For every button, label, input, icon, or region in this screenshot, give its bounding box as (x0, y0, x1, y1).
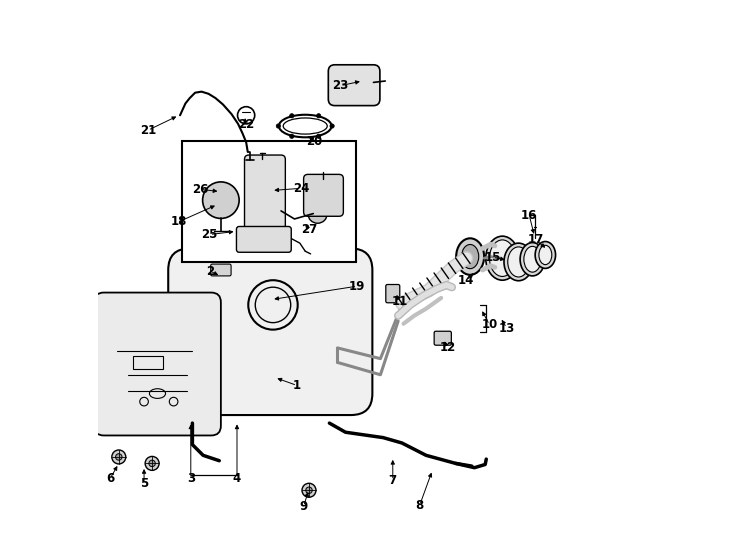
Ellipse shape (539, 245, 552, 265)
Ellipse shape (456, 238, 484, 275)
Text: 19: 19 (349, 280, 366, 293)
Circle shape (302, 483, 316, 497)
FancyBboxPatch shape (211, 264, 231, 276)
Text: 11: 11 (392, 295, 408, 308)
Circle shape (290, 134, 294, 138)
Text: 15: 15 (484, 251, 501, 264)
Circle shape (316, 134, 321, 138)
Text: 5: 5 (140, 477, 148, 490)
Text: 14: 14 (458, 274, 474, 287)
Text: 6: 6 (106, 472, 115, 485)
Ellipse shape (535, 241, 556, 268)
Circle shape (330, 124, 334, 128)
Text: 8: 8 (415, 499, 424, 512)
Circle shape (290, 113, 294, 118)
Circle shape (145, 456, 159, 470)
Text: 1: 1 (293, 379, 301, 392)
Bar (134, 356, 163, 369)
Text: 17: 17 (528, 233, 544, 246)
Ellipse shape (508, 247, 529, 277)
Circle shape (112, 450, 126, 464)
Text: 12: 12 (440, 341, 456, 354)
Text: 3: 3 (186, 472, 195, 485)
Circle shape (203, 182, 239, 218)
Text: 23: 23 (332, 79, 348, 92)
Ellipse shape (462, 245, 479, 269)
FancyBboxPatch shape (168, 248, 372, 415)
Text: 10: 10 (482, 318, 498, 332)
FancyBboxPatch shape (386, 285, 400, 303)
Ellipse shape (490, 240, 515, 276)
Text: 22: 22 (238, 118, 254, 131)
Ellipse shape (486, 236, 519, 280)
Ellipse shape (504, 243, 533, 281)
Bar (181, 141, 356, 262)
Text: 2: 2 (206, 265, 214, 278)
Circle shape (115, 454, 122, 460)
Circle shape (238, 107, 255, 124)
Text: 21: 21 (139, 124, 156, 137)
FancyBboxPatch shape (434, 331, 451, 345)
Text: 26: 26 (192, 183, 208, 196)
Text: 13: 13 (498, 321, 515, 334)
Circle shape (308, 204, 327, 223)
Text: 24: 24 (293, 182, 309, 195)
Text: 18: 18 (171, 215, 187, 228)
Circle shape (316, 113, 321, 118)
Text: 27: 27 (301, 223, 317, 236)
FancyBboxPatch shape (94, 293, 221, 435)
Circle shape (276, 124, 280, 128)
Text: 25: 25 (201, 228, 218, 241)
Text: 20: 20 (306, 134, 322, 147)
FancyBboxPatch shape (244, 155, 286, 243)
FancyBboxPatch shape (304, 174, 344, 217)
Circle shape (149, 460, 156, 467)
FancyBboxPatch shape (328, 65, 380, 106)
Circle shape (306, 487, 312, 494)
Text: 4: 4 (233, 472, 241, 485)
Text: 16: 16 (521, 208, 537, 222)
FancyBboxPatch shape (236, 226, 291, 252)
Ellipse shape (520, 242, 545, 276)
Text: 7: 7 (389, 474, 397, 487)
Ellipse shape (524, 246, 541, 272)
Text: 9: 9 (299, 500, 308, 513)
